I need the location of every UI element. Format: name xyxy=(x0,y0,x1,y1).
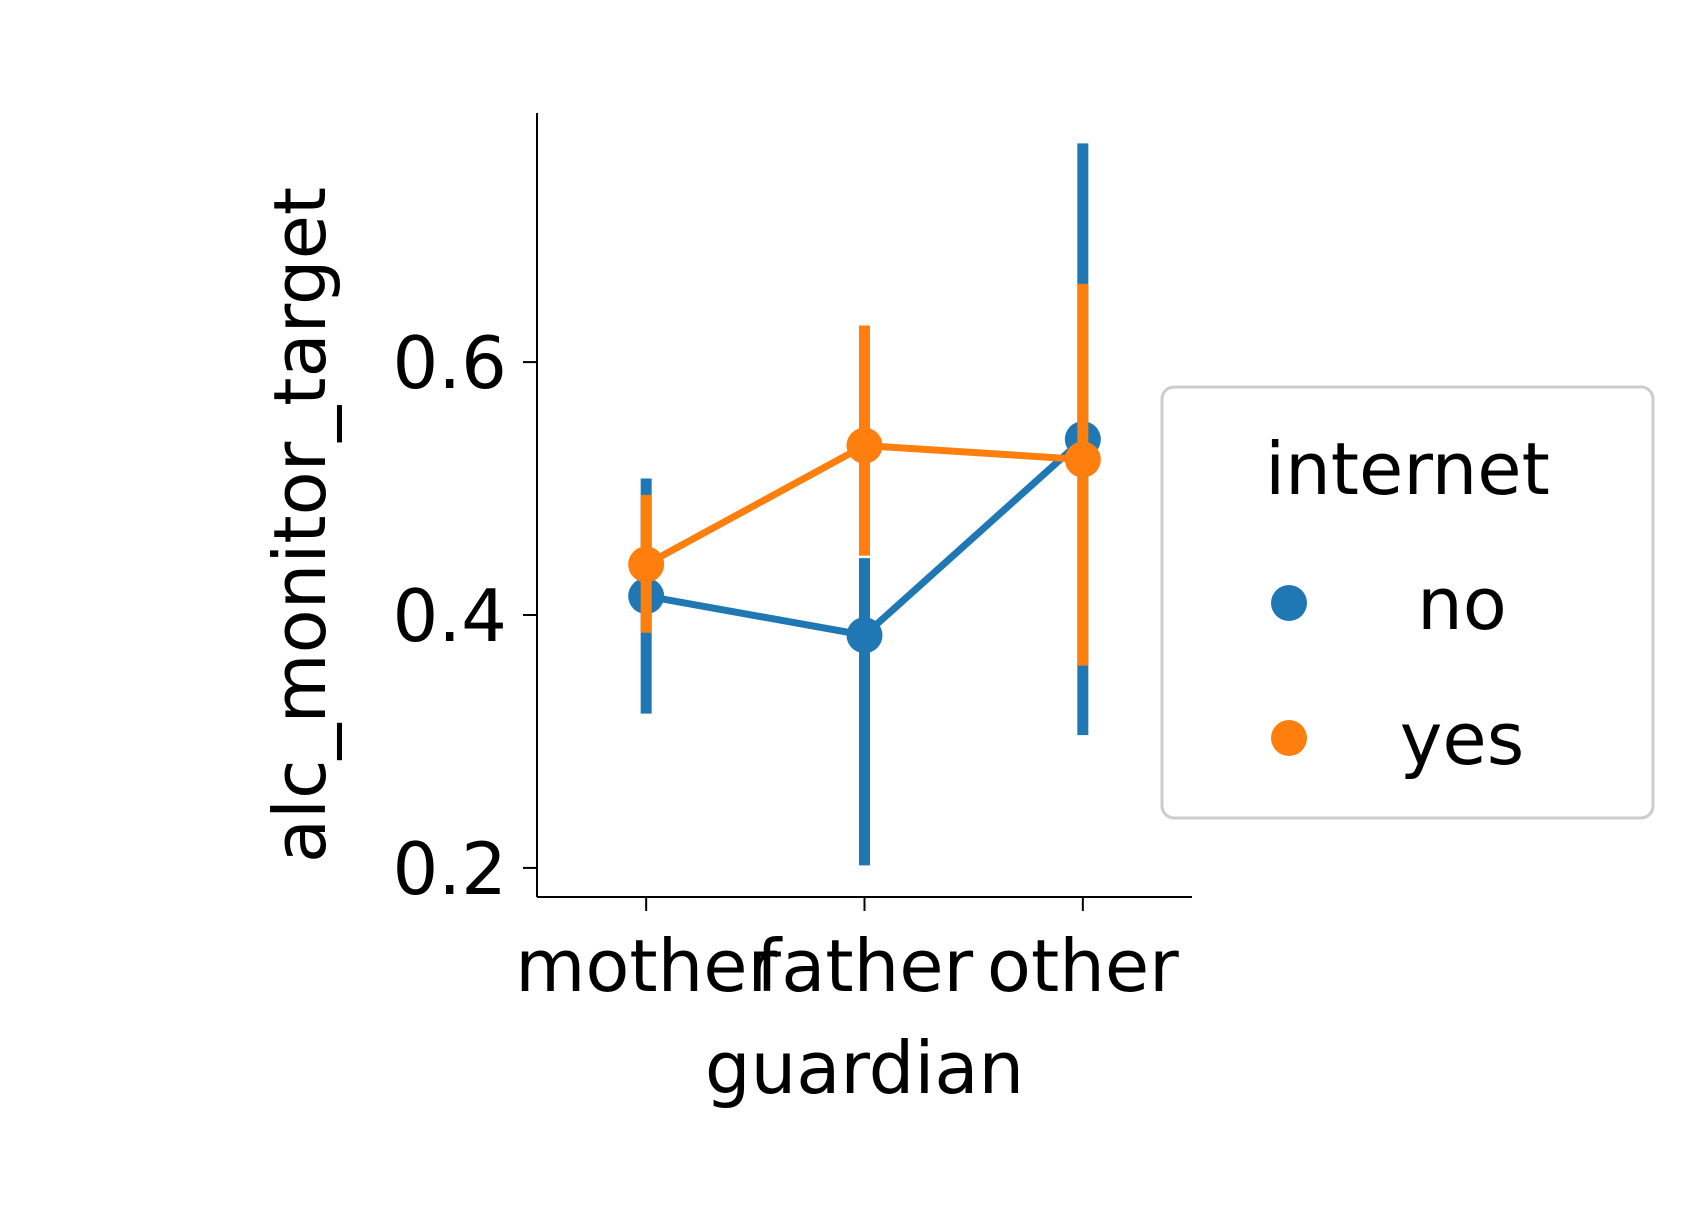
y-tick-label: 0.6 xyxy=(392,321,507,405)
x-tick-label: father xyxy=(756,924,974,1008)
legend-label: yes xyxy=(1400,697,1524,781)
y-axis-label: alc_monitor_target xyxy=(258,187,342,863)
legend-title: internet xyxy=(1265,427,1550,511)
data-point xyxy=(1064,441,1101,478)
y-tick-label: 0.4 xyxy=(392,574,507,658)
data-point xyxy=(846,427,883,464)
data-point xyxy=(628,546,665,583)
legend-entry: no xyxy=(1271,562,1507,646)
legend-frame xyxy=(1160,385,1655,820)
legend-entry: yes xyxy=(1271,697,1524,781)
series-layer xyxy=(628,143,1101,866)
series-yes xyxy=(628,283,1101,666)
y-ticks: 0.2 0.4 0.6 xyxy=(392,321,537,911)
legend-entries: no yes xyxy=(1271,562,1524,781)
legend-label: no xyxy=(1417,562,1507,646)
x-tick-label: other xyxy=(987,924,1179,1008)
legend-marker xyxy=(1271,585,1307,621)
x-tick-label: mother xyxy=(515,924,777,1008)
legend-marker xyxy=(1271,720,1307,756)
data-point xyxy=(846,617,883,654)
y-tick-label: 0.2 xyxy=(392,827,507,911)
legend: internet no yes xyxy=(1160,385,1655,820)
x-axis-label: guardian xyxy=(705,1026,1024,1110)
